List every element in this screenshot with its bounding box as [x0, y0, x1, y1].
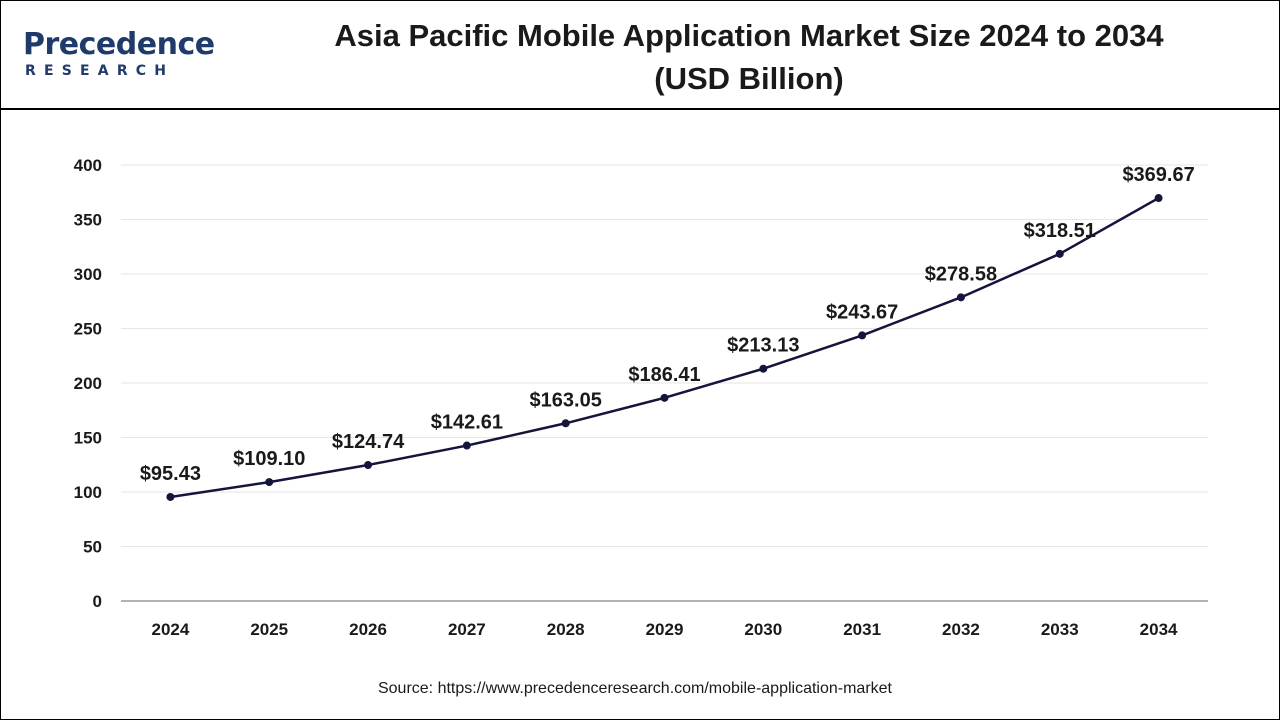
source-note: Source: https://www.precedenceresearch.c… [377, 680, 892, 697]
x-tick-label: 2034 [1140, 620, 1178, 639]
x-tick-label: 2025 [250, 620, 288, 639]
x-tick-label: 2031 [843, 620, 881, 639]
data-point [561, 419, 570, 428]
data-label: $142.61 [431, 412, 503, 434]
x-tick-label: 2032 [942, 620, 980, 639]
chart-title: Asia Pacific Mobile Application Market S… [301, 14, 1197, 100]
data-point [956, 293, 965, 302]
y-tick-label: 200 [74, 374, 102, 393]
x-axis-ticks: 2024 2025 2026 2027 2028 2029 2030 2031 2032 2033… [151, 620, 1178, 639]
data-point [858, 331, 867, 340]
x-tick-label: 2026 [349, 620, 387, 639]
x-tick-label: 2027 [448, 620, 486, 639]
data-point [759, 364, 768, 373]
data-labels: $95.43 $109.10 $124.74 $142.61 $163.05 $186.4… [140, 164, 1195, 485]
data-label: $278.58 [925, 263, 997, 285]
data-label: $124.74 [332, 431, 405, 453]
data-label: $318.51 [1024, 220, 1096, 242]
data-label: $213.13 [727, 335, 799, 357]
x-tick-label: 2028 [547, 620, 585, 639]
data-point [1154, 194, 1163, 203]
data-label: $163.05 [530, 389, 602, 411]
gridlines [121, 164, 1208, 602]
data-label: $186.41 [628, 364, 700, 386]
chart-title-line2: (USD Billion) [654, 61, 844, 96]
data-label: $243.67 [826, 301, 898, 323]
y-tick-label: 50 [83, 538, 102, 557]
y-tick-label: 400 [74, 156, 102, 175]
data-label: $109.10 [233, 448, 305, 470]
data-point [166, 492, 175, 501]
y-tick-label: 350 [74, 211, 102, 230]
y-axis-ticks: 0 50 100 150 200 250 300 350 400 [74, 156, 102, 611]
data-label: $95.43 [140, 463, 201, 485]
y-tick-label: 250 [74, 320, 102, 339]
data-points [166, 194, 1163, 501]
y-tick-label: 300 [74, 265, 102, 284]
y-tick-label: 150 [74, 429, 102, 448]
data-label: $369.67 [1122, 164, 1194, 186]
data-point [364, 461, 373, 470]
logo-subtitle: RESEARCH [25, 63, 175, 79]
y-tick-label: 0 [93, 592, 102, 611]
header: Precedence RESEARCH Asia Pacific Mobile … [1, 1, 1279, 110]
data-point [1055, 249, 1064, 258]
x-tick-label: 2030 [744, 620, 782, 639]
series-line-path [170, 196, 1160, 499]
x-tick-label: 2029 [646, 620, 684, 639]
y-tick-label: 100 [74, 483, 102, 502]
x-tick-label: 2024 [151, 620, 189, 639]
x-tick-label: 2033 [1041, 620, 1079, 639]
data-point [660, 393, 669, 402]
series-line [170, 196, 1160, 499]
data-point [462, 441, 471, 450]
chart-title-line1: Asia Pacific Mobile Application Market S… [334, 18, 1164, 53]
logo-wordmark: Precedence [23, 27, 215, 62]
data-point [265, 478, 274, 487]
